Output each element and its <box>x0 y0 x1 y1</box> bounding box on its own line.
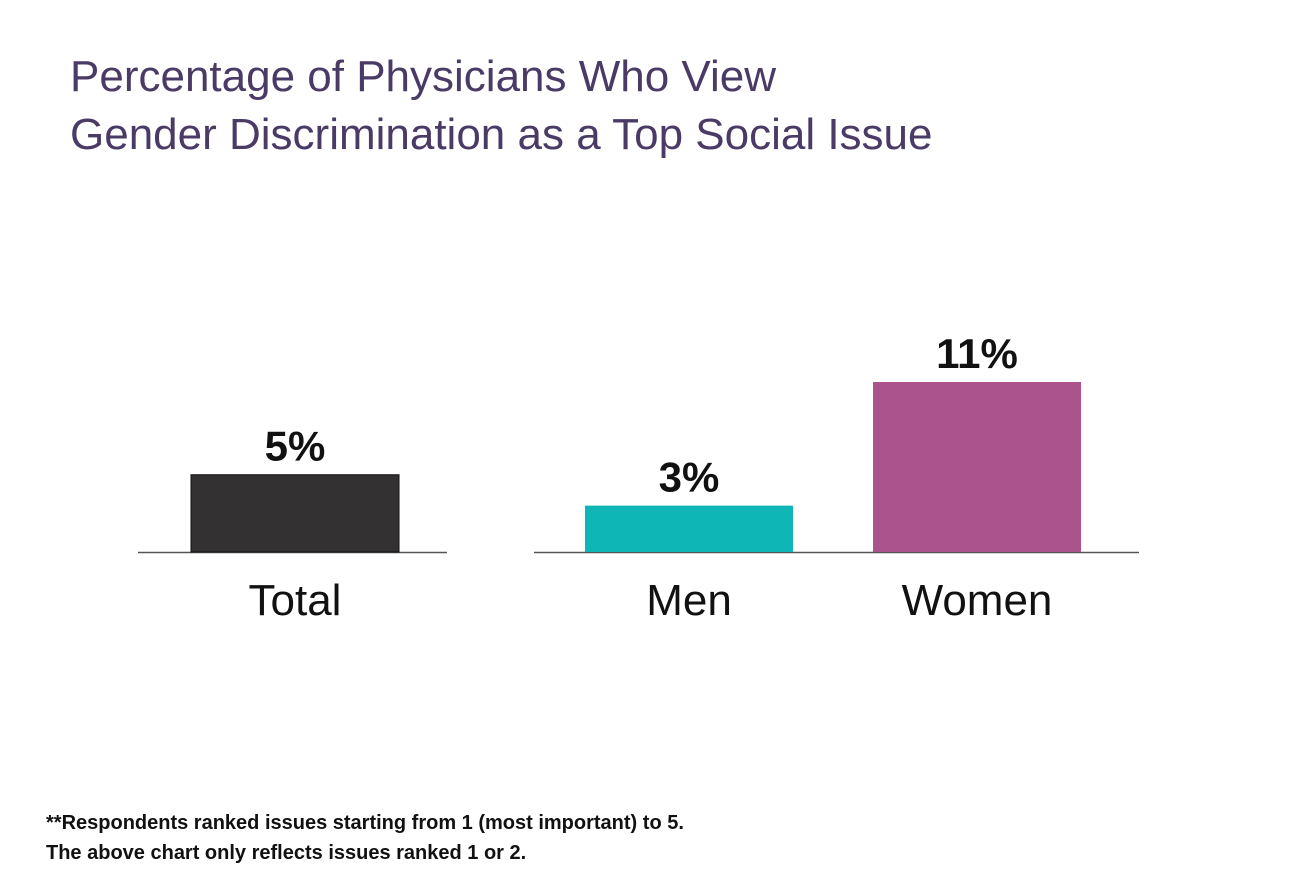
footnote-line-2: The above chart only reflects issues ran… <box>46 842 527 864</box>
chart-title-line-1: Percentage of Physicians Who View <box>70 52 776 101</box>
footnote-line-1: **Respondents ranked issues starting fro… <box>46 812 684 834</box>
data-label-men: 3% <box>659 454 720 501</box>
chart-title: Percentage of Physicians Who View Gender… <box>70 48 933 164</box>
data-label-total: 5% <box>265 423 326 470</box>
category-label-women: Women <box>902 576 1053 625</box>
chart-title-line-2: Gender Discrimination as a Top Social Is… <box>70 110 933 159</box>
bar-men <box>585 505 793 552</box>
category-label-men: Men <box>646 576 732 625</box>
bar-women <box>873 382 1081 552</box>
bar-total <box>190 474 400 553</box>
footnote: **Respondents ranked issues starting fro… <box>46 808 684 868</box>
category-label-total: Total <box>249 576 342 625</box>
data-label-women: 11% <box>936 330 1018 377</box>
